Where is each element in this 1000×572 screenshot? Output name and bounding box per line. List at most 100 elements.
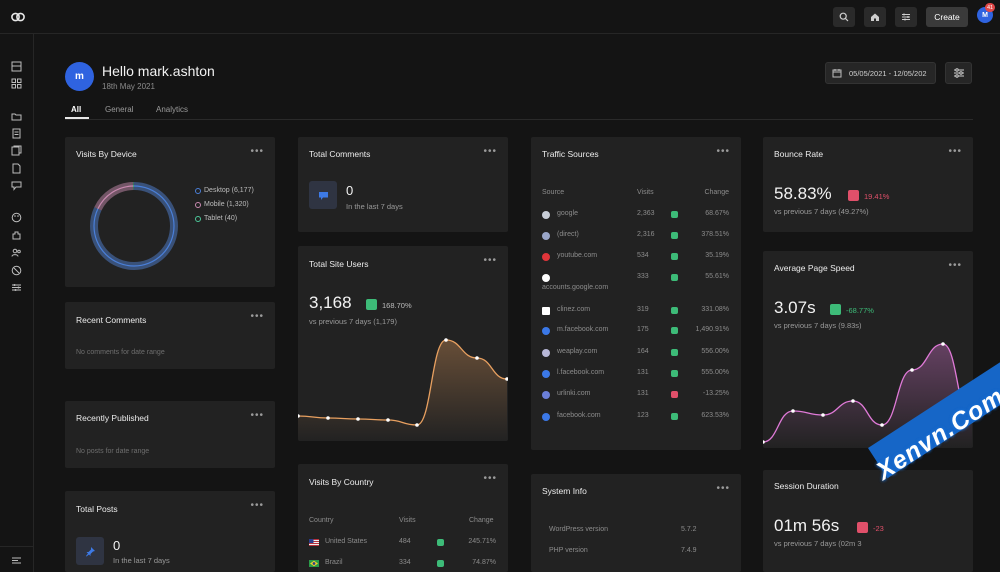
settings-icon[interactable]: [11, 282, 22, 293]
system-info-label: WordPress version: [549, 526, 609, 533]
file-icon[interactable]: [11, 163, 22, 174]
trend-point-6[interactable]: [475, 356, 479, 360]
search-button[interactable]: [833, 7, 855, 27]
legend-dot: [195, 187, 201, 194]
card-title: Total Posts: [76, 504, 118, 514]
infinity-logo-icon[interactable]: [10, 9, 26, 25]
home-icon: [871, 13, 879, 21]
trend-point-3[interactable]: [386, 418, 390, 422]
trend-point-7[interactable]: [505, 377, 508, 381]
trend-point-6[interactable]: [941, 342, 945, 346]
card-menu-button[interactable]: •••: [250, 146, 264, 157]
donut-slice-outline-2: [93, 185, 175, 267]
trend-point-4[interactable]: [880, 423, 884, 427]
tools-icon[interactable]: [11, 265, 22, 276]
total-site-users-card: Total Site Users ••• 3,168 168.70% vs pr…: [298, 246, 508, 441]
system-info-label: PHP version: [549, 547, 588, 554]
trend-area: [298, 340, 507, 441]
folder-icon[interactable]: [11, 111, 22, 122]
card-menu-button[interactable]: •••: [250, 500, 264, 511]
visits-by-country-card: Visits By Country ••• Country Visits Cha…: [298, 464, 508, 572]
trend-down-icon: [857, 522, 868, 533]
card-menu-button[interactable]: •••: [483, 146, 497, 157]
page-speed-value: 3.07s: [774, 298, 816, 317]
traffic-sources-card: Traffic Sources ••• Source Visits Change…: [531, 137, 741, 450]
source-name: clinez.com: [557, 306, 591, 313]
source-favicon-icon: [542, 307, 550, 315]
trend-point-0[interactable]: [298, 414, 300, 418]
column-header-visits[interactable]: Visits: [637, 189, 654, 196]
filter-button[interactable]: [945, 62, 972, 84]
card-menu-button[interactable]: •••: [250, 410, 264, 421]
comment-bubble-icon: [318, 191, 328, 200]
card-menu-button[interactable]: •••: [948, 146, 962, 157]
source-favicon-icon: [542, 370, 550, 378]
card-menu-button[interactable]: •••: [716, 483, 730, 494]
recently-published-card: Recently Published ••• No posts for date…: [65, 401, 275, 468]
empty-state-text: No posts for date range: [76, 448, 150, 455]
plugin-icon[interactable]: [11, 230, 22, 241]
column-header-change[interactable]: Change: [704, 189, 729, 196]
comments-subtext: In the last 7 days: [346, 202, 403, 211]
profile-avatar[interactable]: m: [65, 62, 94, 91]
legend-dot: [195, 215, 201, 222]
session-duration-value: 01m 56s: [774, 516, 840, 535]
us-flag-icon: [309, 539, 319, 546]
card-menu-button[interactable]: •••: [716, 146, 730, 157]
dashboard-icon[interactable]: [11, 61, 22, 72]
settings-sliders-button[interactable]: [895, 7, 917, 27]
collapse-menu-icon[interactable]: [11, 555, 22, 566]
source-visits: 123: [637, 412, 649, 419]
trend-point-1[interactable]: [326, 416, 330, 420]
site-users-subtext: vs previous 7 days (1,179): [309, 317, 397, 326]
tab-general[interactable]: General: [105, 105, 134, 114]
column-header-visits[interactable]: Visits: [399, 517, 416, 524]
trend-point-3[interactable]: [851, 399, 855, 403]
card-menu-button[interactable]: •••: [948, 260, 962, 271]
source-change: 55.61%: [705, 273, 729, 280]
pages-icon[interactable]: [11, 145, 22, 156]
tab-analytics[interactable]: Analytics: [156, 105, 189, 114]
trend-line: [298, 339, 508, 426]
users-icon[interactable]: [11, 247, 22, 258]
trend-point-0[interactable]: [763, 440, 765, 444]
source-visits: 534: [637, 252, 649, 259]
trend-point-5[interactable]: [910, 368, 914, 372]
card-menu-button[interactable]: •••: [483, 255, 497, 266]
card-title: Total Comments: [309, 149, 371, 159]
legend-label: Mobile (1,320): [204, 201, 249, 208]
create-button[interactable]: Create: [926, 7, 968, 27]
source-change: 556.00%: [701, 348, 729, 355]
trend-point-4[interactable]: [415, 423, 419, 427]
palette-icon[interactable]: [11, 212, 22, 223]
column-header-country[interactable]: Country: [309, 517, 334, 524]
source-name: youtube.com: [557, 252, 598, 259]
source-visits: 2,363: [637, 210, 655, 217]
source-favicon-icon: [542, 253, 550, 261]
legend-mobile: Mobile (1,320): [195, 201, 249, 208]
source-name: m.facebook.com: [557, 326, 609, 333]
trend-down-icon: [671, 391, 678, 398]
grid-icon[interactable]: [11, 78, 22, 89]
site-users-value: 3,168: [309, 293, 352, 312]
recent-comments-card: Recent Comments ••• No comments for date…: [65, 302, 275, 369]
column-header-source[interactable]: Source: [542, 189, 565, 196]
trend-point-2[interactable]: [356, 417, 360, 421]
tab-all[interactable]: All: [71, 105, 82, 114]
card-menu-button[interactable]: •••: [483, 473, 497, 484]
card-menu-button[interactable]: •••: [250, 311, 264, 322]
column-header-change[interactable]: Change: [469, 517, 494, 524]
trend-point-2[interactable]: [821, 413, 825, 417]
document-icon[interactable]: [11, 128, 22, 139]
trend-point-5[interactable]: [444, 338, 448, 342]
trend-up-icon: [437, 560, 444, 567]
comments-icon[interactable]: [11, 180, 22, 191]
session-duration-change: -23: [873, 524, 884, 533]
empty-state-text: No comments for date range: [76, 349, 165, 356]
home-button[interactable]: [864, 7, 886, 27]
bounce-rate-value: 58.83%: [774, 184, 832, 203]
sidebar-collapse-area: [0, 546, 34, 572]
trend-point-1[interactable]: [791, 409, 795, 413]
date-range-picker[interactable]: 05/05/2021 - 12/05/202: [825, 62, 936, 84]
comments-icon-tile: [309, 181, 337, 209]
